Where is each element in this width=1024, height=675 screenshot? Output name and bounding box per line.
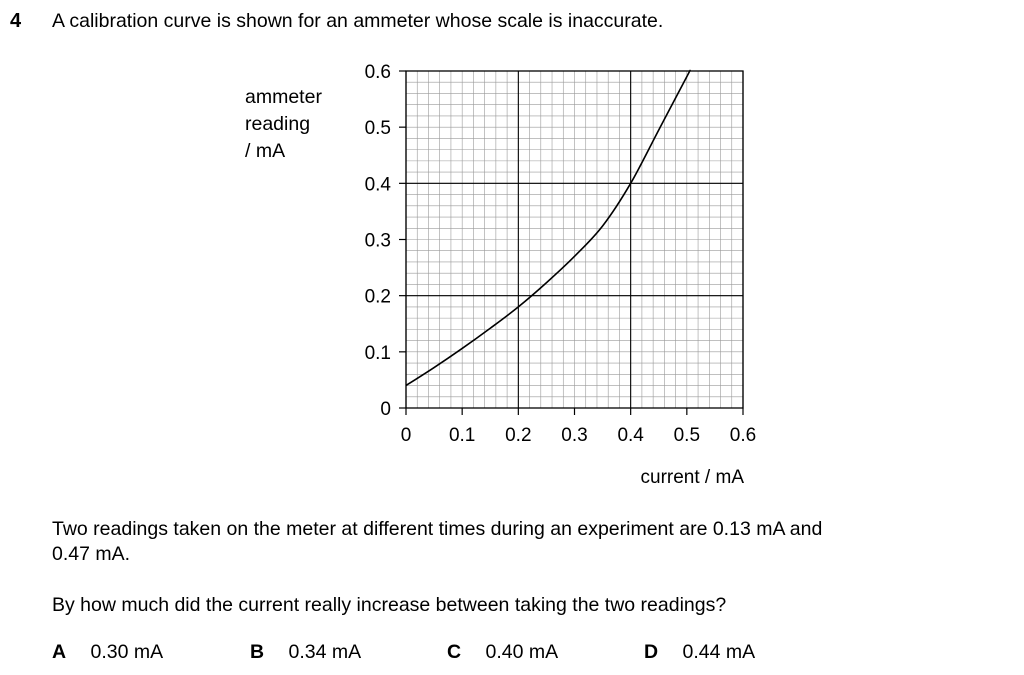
y-tick-labels: 0 0.1 0.2 0.3 0.4 0.5 0.6 [365,62,392,420]
y-tick-label: 0.5 [365,118,391,139]
y-axis-label-line-3: / mA [245,140,286,162]
y-tick-label: 0.4 [365,174,392,195]
y-tick-label: 0.1 [365,343,391,364]
option-c-value: 0.40 mA [485,641,559,663]
y-axis-label-line-2: reading [245,113,311,135]
y-axis-label-line-1: ammeter [245,86,322,108]
option-b-letter: B [250,641,265,663]
calibration-curve [405,69,691,387]
y-tick-label: 0.6 [365,62,391,83]
option-a-value: 0.30 mA [90,641,164,663]
option-d-letter: D [644,641,659,663]
y-tick-label: 0.2 [365,287,391,308]
option-b-value: 0.34 mA [288,641,362,663]
x-tick-label: 0.1 [449,425,475,446]
x-tick-label: 0.4 [617,425,644,446]
y-tick-label: 0.3 [365,231,391,252]
tick-marks [399,70,744,415]
option-c-letter: C [447,641,462,663]
question-prompt: By how much did the current really incre… [52,594,727,616]
question-body-line-2: 0.47 mA. [52,543,131,565]
x-tick-label: 0 [401,425,412,446]
x-axis-label: current / mA [641,467,745,488]
x-tick-labels: 0 0.1 0.2 0.3 0.4 0.5 0.6 [401,425,757,446]
x-tick-label: 0.5 [674,425,700,446]
option-a-letter: A [52,641,67,663]
x-tick-label: 0.6 [730,425,756,446]
grid-minor [405,70,744,409]
x-tick-label: 0.3 [561,425,587,446]
y-tick-label: 0 [380,399,391,420]
option-b[interactable]: B 0.34 mA [250,641,361,664]
option-c[interactable]: C 0.40 mA [447,641,558,664]
option-a[interactable]: A 0.30 mA [52,641,163,664]
question-body-line-1: Two readings taken on the meter at diffe… [52,518,823,540]
option-d-value: 0.44 mA [682,641,756,663]
x-tick-label: 0.2 [505,425,531,446]
question-number: 4 [10,10,22,32]
option-d[interactable]: D 0.44 mA [644,641,755,664]
question-text: A calibration curve is shown for an amme… [52,10,664,32]
